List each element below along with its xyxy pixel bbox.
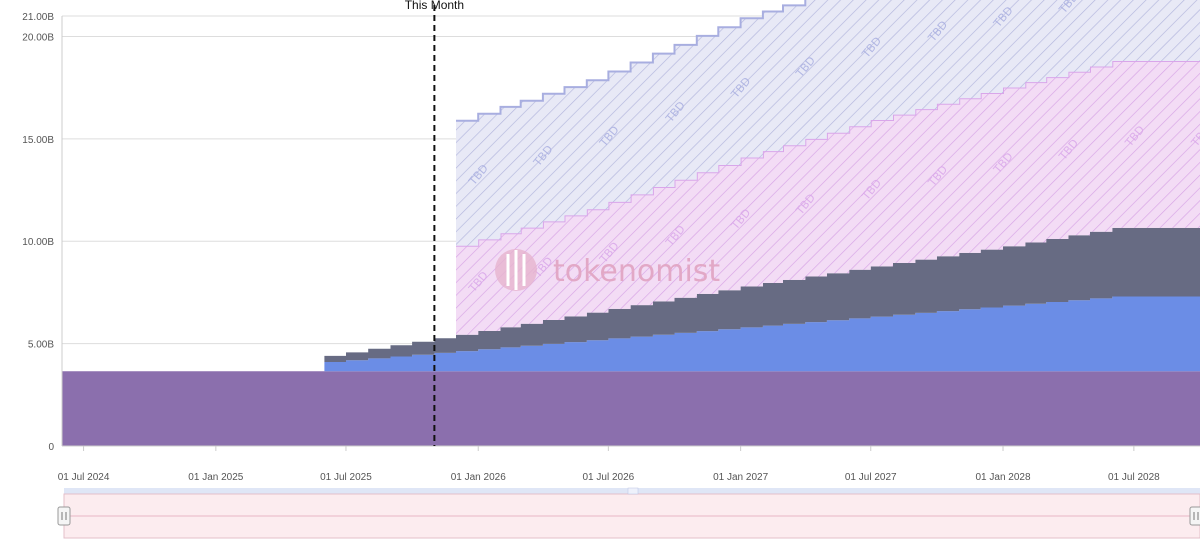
x-tick-label: 01 Jul 2024 <box>58 472 110 483</box>
navigator-handle-right[interactable] <box>1189 506 1200 526</box>
y-tick-label: 21.00B <box>22 12 54 23</box>
y-tick-label: 0 <box>48 442 54 453</box>
range-navigator[interactable] <box>57 487 1200 539</box>
tbd-label: TBD <box>1188 123 1200 150</box>
watermark: tokenomist <box>495 249 720 291</box>
series-area <box>456 0 1200 246</box>
series-areas <box>62 0 1200 446</box>
y-tick-label: 15.00B <box>22 135 54 146</box>
y-tick-label: 5.00B <box>28 340 54 351</box>
series-area <box>456 61 1200 335</box>
drag-handle-icon[interactable] <box>57 506 71 526</box>
x-tick-label: 01 Jan 2028 <box>975 472 1030 483</box>
y-tick-label: 10.00B <box>22 237 54 248</box>
grip-icon[interactable] <box>627 487 639 495</box>
series-area <box>324 296 1200 372</box>
y-tick-label: 20.00B <box>22 32 54 43</box>
x-tick-label: 01 Jul 2026 <box>582 472 634 483</box>
x-tick-label: 01 Jul 2028 <box>1108 472 1160 483</box>
navigator-top-grip[interactable] <box>627 487 639 495</box>
x-tick-label: 01 Jul 2027 <box>845 472 897 483</box>
series-area <box>62 371 1200 446</box>
series-area <box>324 227 1200 362</box>
this-month-marker: This Month <box>405 0 464 446</box>
series-top-line <box>456 0 807 122</box>
x-tick-label: 01 Jul 2025 <box>320 472 372 483</box>
x-tick-label: 01 Jan 2025 <box>188 472 243 483</box>
navigator-handle-left[interactable] <box>57 506 71 526</box>
drag-handle-icon[interactable] <box>1189 506 1200 526</box>
this-month-label: This Month <box>405 0 464 12</box>
x-tick-label: 01 Jan 2026 <box>451 472 506 483</box>
tokenomist-logo-icon <box>495 249 537 291</box>
watermark-text: tokenomist <box>553 254 720 289</box>
axes: 0 5.00B 10.00B 15.00B 20.00B 21.00B 01 Jul 202… <box>22 12 1200 483</box>
x-tick-label: 01 Jan 2027 <box>713 472 768 483</box>
